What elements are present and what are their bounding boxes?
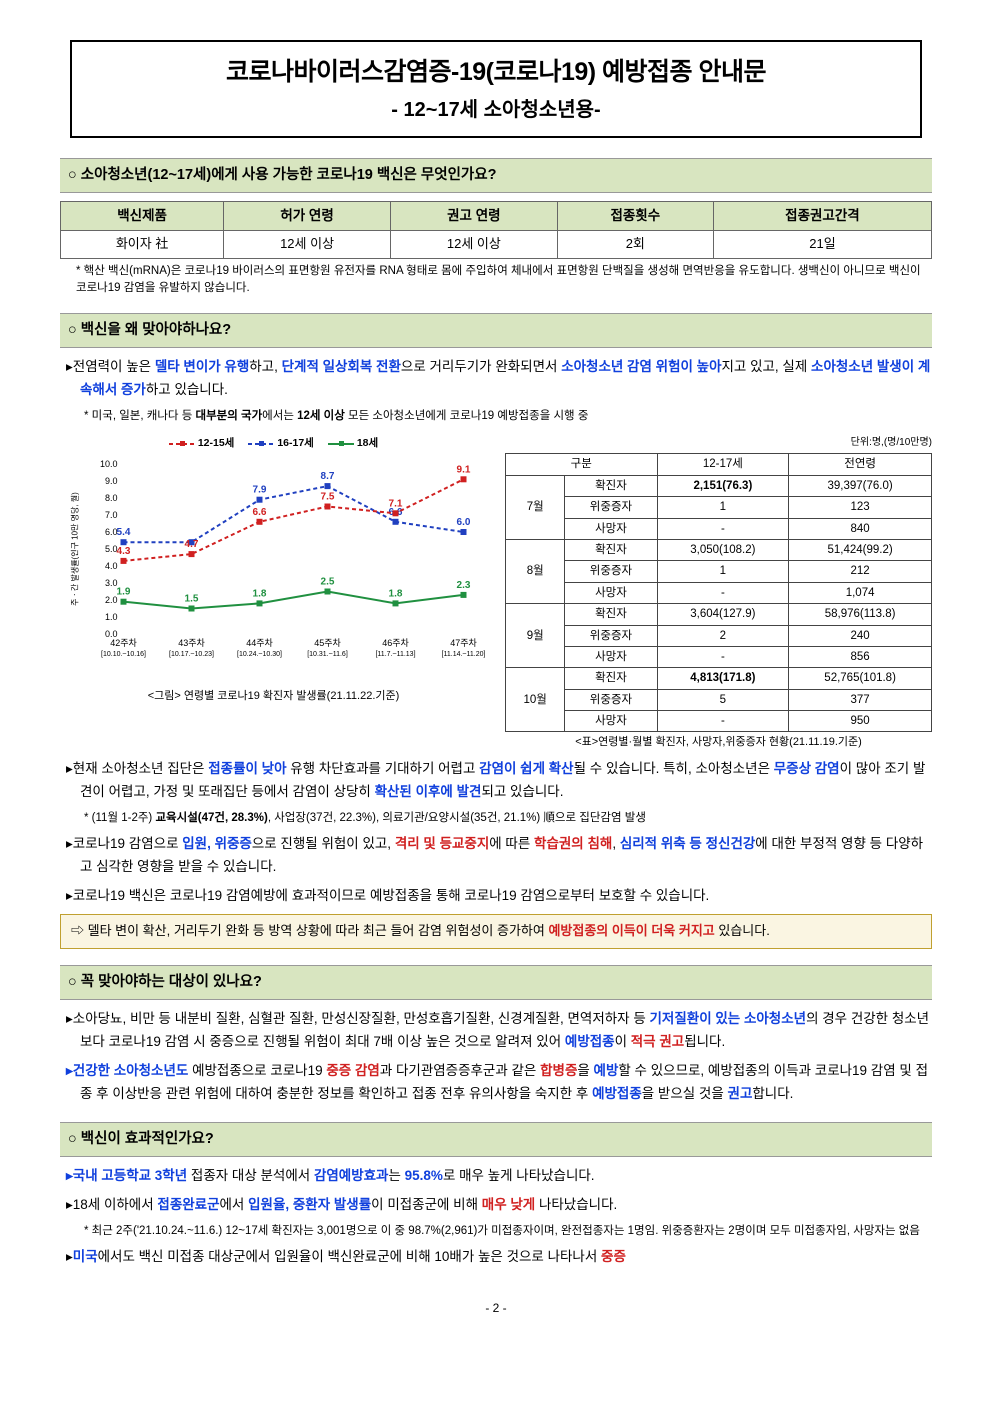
svg-text:45주차: 45주차 <box>314 637 341 648</box>
svg-text:9.0: 9.0 <box>105 476 118 486</box>
svg-text:4.7: 4.7 <box>185 539 199 550</box>
s2-b4: ▸코로나19 백신은 코로나19 감염예방에 효과적이므로 예방접종을 통해 코… <box>60 885 932 908</box>
svg-text:[11.7.~11.13]: [11.7.~11.13] <box>375 651 415 658</box>
svg-text:9.1: 9.1 <box>457 464 471 475</box>
svg-text:7.9: 7.9 <box>253 485 267 496</box>
svg-text:7.5: 7.5 <box>321 492 335 503</box>
line-chart: 12-15세 16-17세 18세 0.01.02.03.04.05.06.07… <box>60 435 487 705</box>
vaccine-table: 백신제품 허가 연령 권고 연령 접종횟수 접종권고간격 화이자 社 12세 이… <box>60 201 932 258</box>
svg-text:46주차: 46주차 <box>382 637 409 648</box>
svg-text:44주차: 44주차 <box>246 637 273 648</box>
svg-text:8.0: 8.0 <box>105 493 118 503</box>
vt-h4: 접종권고간격 <box>713 202 931 231</box>
table-unit: 단위:명,(명/10만명) <box>505 435 932 451</box>
svg-text:6.6: 6.6 <box>253 507 267 518</box>
chart-caption: <그림> 연령별 코로나19 확진자 발생률(21.11.22.기준) <box>60 688 487 706</box>
s4-b3: ▸미국에서도 백신 미접종 대상군에서 입원율이 백신완료군에 비해 10배가 … <box>60 1246 932 1269</box>
s3-b2: ▸건강한 소아청소년도 예방접종으로 코로나19 중증 감염과 다기관염증증후군… <box>60 1060 932 1106</box>
svg-text:42주차: 42주차 <box>110 637 137 648</box>
svg-text:[10.24.~10.30]: [10.24.~10.30] <box>237 651 282 658</box>
s2-b1: ▸전염력이 높은 델타 변이가 유행하고, 단계적 일상회복 전환으로 거리두기… <box>60 356 932 402</box>
svg-text:5.4: 5.4 <box>117 527 131 538</box>
section1-header: ○ 소아청소년(12~17세)에게 사용 가능한 코로나19 백신은 무엇인가요… <box>60 158 932 193</box>
svg-text:2.3: 2.3 <box>457 580 471 591</box>
highlight-box: ⇨ 델타 변이 확산, 거리두기 완화 등 방역 상황에 따라 최근 들어 감염… <box>60 914 932 949</box>
vt-c4: 21일 <box>713 230 931 258</box>
s3-b1: ▸소아당뇨, 비만 등 내분비 질환, 심혈관 질환, 만성신장질환, 만성호흡… <box>60 1008 932 1054</box>
svg-text:1.8: 1.8 <box>253 589 267 600</box>
svg-text:7.0: 7.0 <box>105 510 118 520</box>
section2-header: ○ 백신을 왜 맞아야하나요? <box>60 313 932 348</box>
svg-text:43주차: 43주차 <box>178 637 205 648</box>
vt-c0: 화이자 社 <box>61 230 224 258</box>
s2-note1: * 미국, 일본, 캐나다 등 대부분의 국가에서는 12세 이상 모든 소아청… <box>60 408 932 425</box>
s4-b2: ▸18세 이하에서 접종완료군에서 입원율, 중환자 발생률이 미접종군에 비해… <box>60 1194 932 1217</box>
svg-text:주ㆍ간 발생률(인구 10만 명당, 월): 주ㆍ간 발생률(인구 10만 명당, 월) <box>70 492 80 606</box>
title-box: 코로나바이러스감염증-19(코로나19) 예방접종 안내문 - 12~17세 소… <box>70 40 922 138</box>
vt-c3: 2회 <box>557 230 713 258</box>
svg-text:47주차: 47주차 <box>450 637 477 648</box>
vt-h0: 백신제품 <box>61 202 224 231</box>
section4-header: ○ 백신이 효과적인가요? <box>60 1122 932 1157</box>
svg-text:6.0: 6.0 <box>457 517 471 528</box>
svg-text:1.0: 1.0 <box>105 612 118 622</box>
page-number: - 2 - <box>60 1299 932 1318</box>
vt-h3: 접종횟수 <box>557 202 713 231</box>
title-main: 코로나바이러스감염증-19(코로나19) 예방접종 안내문 <box>92 52 900 92</box>
section3-header: ○ 꼭 맞아야하는 대상이 있나요? <box>60 965 932 1000</box>
svg-text:10.0: 10.0 <box>100 459 118 469</box>
chart-svg: 0.01.02.03.04.05.06.07.08.09.010.0주ㆍ간 발생… <box>60 454 487 679</box>
s2-note2: * (11월 1-2주) 교육시설(47건, 28.3%), 사업장(37건, … <box>60 810 932 827</box>
s2-b2: ▸현재 소아청소년 집단은 접종률이 낮아 유행 차단효과를 기대하기 어렵고 … <box>60 758 932 804</box>
svg-text:7.1: 7.1 <box>389 498 403 509</box>
data-table: 구분 12-17세 전연령 7월확진자2,151(76.3)39,397(76.… <box>505 453 932 732</box>
svg-text:4.3: 4.3 <box>117 546 131 557</box>
vt-c1: 12세 이상 <box>224 230 391 258</box>
svg-text:4.0: 4.0 <box>105 561 118 571</box>
svg-text:[10.17.~10.23]: [10.17.~10.23] <box>169 651 214 658</box>
table-caption: <표>연령별·월별 확진자, 사망자,위중증자 현황(21.11.19.기준) <box>505 734 932 752</box>
svg-text:1.8: 1.8 <box>389 589 403 600</box>
chart-legend: 12-15세 16-17세 18세 <box>60 435 487 452</box>
s2-b3: ▸코로나19 감염으로 입원, 위중증으로 진행될 위험이 있고, 격리 및 등… <box>60 833 932 879</box>
vt-c2: 12세 이상 <box>390 230 557 258</box>
svg-text:8.7: 8.7 <box>321 471 335 482</box>
s4-b1: ▸국내 고등학교 3학년 접종자 대상 분석에서 감염예방효과는 95.8%로 … <box>60 1165 932 1188</box>
title-sub: - 12~17세 소아청소년용- <box>92 94 900 126</box>
svg-text:[10.10.~10.16]: [10.10.~10.16] <box>101 651 146 658</box>
section1-note: * 핵산 백신(mRNA)은 코로나19 바이러스의 표면항원 유전자를 RNA… <box>60 263 932 298</box>
svg-text:[10.31.~11.6]: [10.31.~11.6] <box>307 651 348 658</box>
vt-h2: 권고 연령 <box>390 202 557 231</box>
svg-text:2.5: 2.5 <box>321 577 335 588</box>
svg-text:[11.14.~11.20]: [11.14.~11.20] <box>442 651 486 658</box>
vt-h1: 허가 연령 <box>224 202 391 231</box>
s4-note: * 최근 2주('21.10.24.~11.6.) 12~17세 확진자는 3,… <box>60 1223 932 1240</box>
svg-text:1.9: 1.9 <box>117 587 131 598</box>
svg-text:1.5: 1.5 <box>185 594 199 605</box>
